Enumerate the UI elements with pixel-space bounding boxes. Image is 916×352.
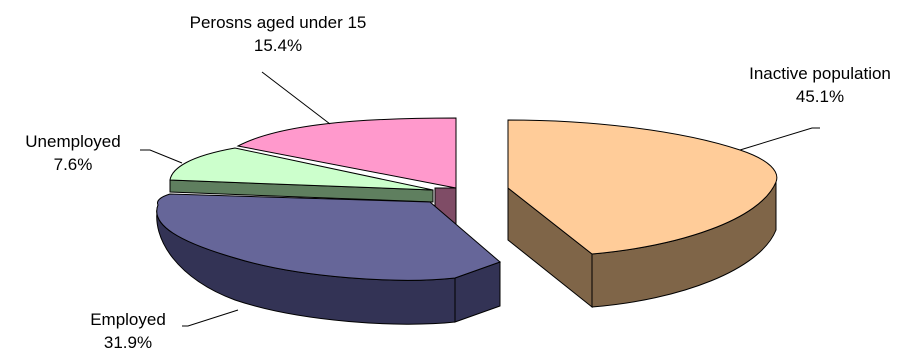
pie-top-faces	[156, 117, 778, 281]
slice-label-persons-under-15-name: Perosns aged under 15	[190, 13, 367, 32]
slice-label-employed-value: 31.9%	[104, 333, 152, 352]
pie-slice-persons-under-15	[236, 117, 457, 189]
leader-line-unemployed	[140, 149, 183, 164]
leader-line-inactive-population	[739, 127, 820, 151]
slice-label-inactive-population-name: Inactive population	[749, 64, 891, 83]
leader-line-persons-under-15	[261, 71, 331, 125]
pie-side-faces	[156, 179, 777, 325]
slice-label-unemployed-value: 7.6%	[54, 155, 93, 174]
slice-label-employed-name: Employed	[90, 310, 166, 329]
pie-slice-employed	[156, 193, 501, 281]
slice-label-inactive-population-value: 45.1%	[796, 87, 844, 106]
pie-labels: Inactive population 45.1% Employed 31.9%…	[25, 13, 891, 352]
pie-leader-lines	[140, 71, 820, 327]
slice-label-unemployed-name: Unemployed	[25, 132, 120, 151]
pie-slice-inactive-population	[507, 119, 778, 255]
pie-slice-unemployed	[169, 147, 434, 191]
slice-label-persons-under-15-value: 15.4%	[254, 36, 302, 55]
leader-line-employed	[182, 309, 239, 327]
